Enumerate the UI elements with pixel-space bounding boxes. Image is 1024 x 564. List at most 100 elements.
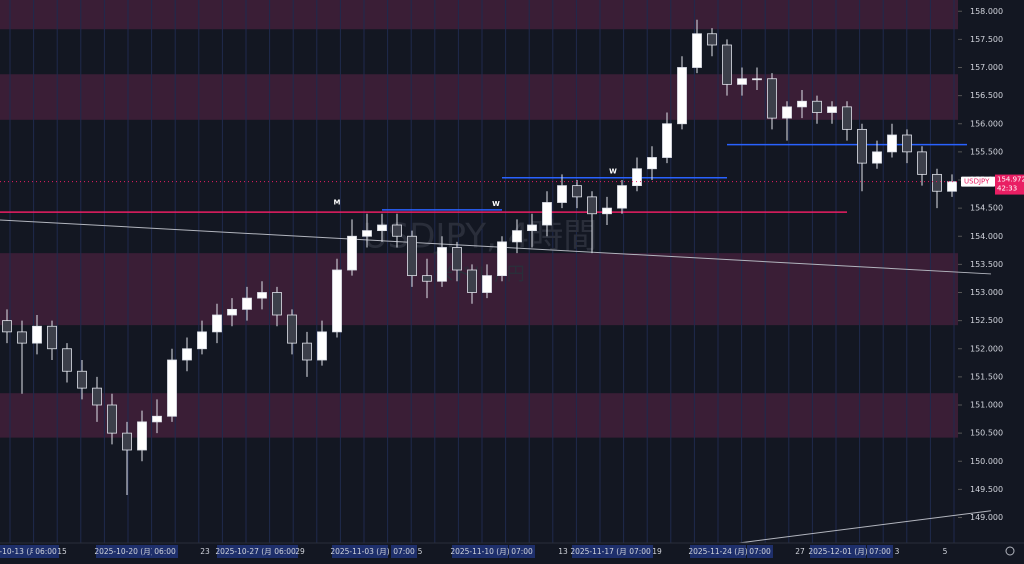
candle-body (137, 421, 147, 451)
y-tick-label: 149.000 (970, 513, 1003, 522)
candle-body (332, 269, 342, 333)
x-label-box (747, 545, 773, 558)
pattern-marker: W (609, 167, 617, 175)
x-label-box (690, 545, 746, 558)
y-tick-label: 157.500 (970, 35, 1003, 44)
x-label-box (867, 545, 893, 558)
candle-body (347, 235, 357, 271)
candle-body (782, 106, 792, 119)
x-label-box (96, 545, 152, 558)
zone (0, 74, 958, 120)
foreground-layer: M W W (0, 19, 992, 547)
x-tick-label: 2025-10-13 (月) (0, 547, 40, 556)
x-label-box (452, 545, 508, 558)
x-tick-label: 13 (558, 547, 568, 556)
candle-body (722, 44, 732, 85)
candle-body (917, 151, 927, 175)
y-tick-label: 152.000 (970, 344, 1003, 353)
x-tick-label: 2025-11-10 (月) (450, 547, 509, 556)
x-tick-label: 29 (295, 547, 305, 556)
candle-body (422, 275, 432, 282)
candle-body (212, 314, 222, 333)
candle-body (392, 224, 402, 237)
candle-body (467, 269, 477, 293)
y-tick-label: 154.000 (970, 232, 1003, 241)
candle-body (152, 415, 162, 423)
candle-body (872, 151, 882, 164)
symbol-label: USDJPY (964, 178, 990, 186)
candle-body (182, 348, 192, 361)
candle-body (407, 235, 417, 277)
candle-body (107, 404, 117, 434)
x-tick-label: 2025-11-17 (月) (570, 547, 629, 556)
candle-body (2, 320, 12, 333)
x-tick-label: 07:00 (749, 547, 771, 556)
x-label-box (272, 545, 298, 558)
candle-body (602, 207, 612, 215)
candle-body (497, 241, 507, 277)
price-label: 154.972 (997, 176, 1024, 184)
x-tick-label: 27 (795, 547, 805, 556)
candle-body (677, 67, 687, 125)
candle-body (527, 224, 537, 232)
x-tick-label: 2025-11-24 (月) (688, 547, 747, 556)
zone (0, 393, 958, 438)
x-label-box (0, 545, 38, 558)
candle-body (557, 185, 567, 203)
x-tick-label: 06:00 (35, 547, 57, 556)
candle-body (47, 325, 57, 350)
x-tick-label: 2025-10-20 (月) (94, 547, 153, 556)
candle-body (842, 106, 852, 130)
candle-body (617, 185, 627, 209)
candle-body (767, 78, 777, 119)
x-tick-label: 19 (652, 547, 662, 556)
y-tick-label: 154.500 (970, 204, 1003, 213)
candle-body (287, 314, 297, 344)
candle-body (572, 185, 582, 198)
watermark-sub: 米ドル / 円 (435, 264, 525, 285)
candle-body (812, 100, 822, 113)
candle-body (647, 157, 657, 170)
candle-body (302, 342, 312, 361)
candle-body (662, 123, 672, 158)
settings-button[interactable] (1005, 546, 1015, 556)
y-tick-label: 158.000 (970, 7, 1003, 16)
x-label-box (810, 545, 866, 558)
candle-body (62, 348, 72, 372)
x-label-box (152, 545, 178, 558)
y-tick-label: 153.500 (970, 260, 1003, 269)
countdown: 42:33 (997, 185, 1017, 193)
candle-body (377, 224, 387, 232)
x-tick-label: 2025-10-27 (月) (215, 547, 274, 556)
x-tick-label: 07:00 (869, 547, 891, 556)
x-label-box (572, 545, 628, 558)
candle-body (242, 297, 252, 310)
candle-body (797, 100, 807, 108)
candle-body (257, 292, 267, 299)
candle-body (887, 134, 897, 153)
candle-body (362, 230, 372, 237)
candle-body (482, 275, 492, 293)
candle-body (632, 168, 642, 187)
x-tick-label: 15 (57, 547, 67, 556)
candle-body (512, 230, 522, 243)
y-tick-label: 153.000 (970, 288, 1003, 297)
y-tick-label: 151.500 (970, 372, 1003, 381)
candle-body (857, 128, 867, 164)
candle-body (587, 196, 597, 215)
x-label-box (332, 545, 388, 558)
x-tick-label: 5 (418, 547, 423, 556)
candle-body (827, 106, 837, 113)
zone (0, 253, 958, 326)
x-tick-label: 5 (943, 547, 948, 556)
symbol-box (961, 176, 995, 187)
candle-body (752, 78, 762, 81)
candle-body (122, 432, 132, 451)
x-label-box (509, 545, 535, 558)
x-tick-label: 07:00 (511, 547, 533, 556)
y-tick-label: 150.500 (970, 429, 1003, 438)
candle-body (437, 247, 447, 282)
y-tick-label: 156.000 (970, 119, 1003, 128)
x-tick-label: 06:00 (274, 547, 296, 556)
candle-body (692, 33, 702, 68)
